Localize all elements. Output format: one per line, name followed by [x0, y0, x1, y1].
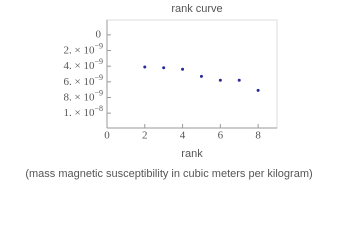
chart: rank curve rank (mass magnetic susceptib…: [25, 3, 312, 180]
chart-title: rank curve: [171, 3, 222, 15]
point: [162, 66, 166, 70]
y-tick-exponent: −9: [94, 88, 103, 97]
y-tick-label: 8. × 10−9: [64, 88, 103, 103]
point: [199, 74, 203, 78]
point: [237, 78, 241, 82]
y-tick-mantissa: 6. × 10: [64, 75, 95, 87]
point: [181, 67, 185, 71]
y-tick-label: 4. × 10−9: [64, 57, 103, 72]
plot-frame: [106, 19, 278, 129]
point: [256, 88, 260, 92]
x-tick-label: 0: [104, 130, 110, 142]
y-tick-label: 2. × 10−9: [64, 41, 103, 56]
y-tick-exponent: −8: [94, 104, 103, 113]
y-tick-mantissa: 1. × 10: [64, 107, 95, 119]
y-tick-exponent: −9: [94, 73, 103, 82]
y-tick-exponent: −9: [94, 41, 103, 50]
y-tick-label: 6. × 10−9: [64, 73, 103, 88]
y-tick-mantissa: 2. × 10: [64, 44, 95, 56]
y-tick-label: 1. × 10−8: [64, 104, 103, 119]
x-tick-label: 8: [255, 130, 261, 142]
x-tick-label: 4: [180, 130, 186, 142]
x-tick-label: 2: [142, 130, 148, 142]
y-tick-label: 0: [96, 28, 102, 40]
x-axis-label: rank: [181, 148, 203, 160]
y-tick-exponent: −9: [94, 57, 103, 66]
caption: (mass magnetic susceptibility in cubic m…: [25, 168, 312, 180]
y-tick-mantissa: 8. × 10: [64, 91, 95, 103]
y-tick-mantissa: 4. × 10: [64, 60, 95, 72]
x-tick-label: 6: [218, 130, 224, 142]
point: [218, 78, 222, 82]
point: [143, 65, 147, 69]
